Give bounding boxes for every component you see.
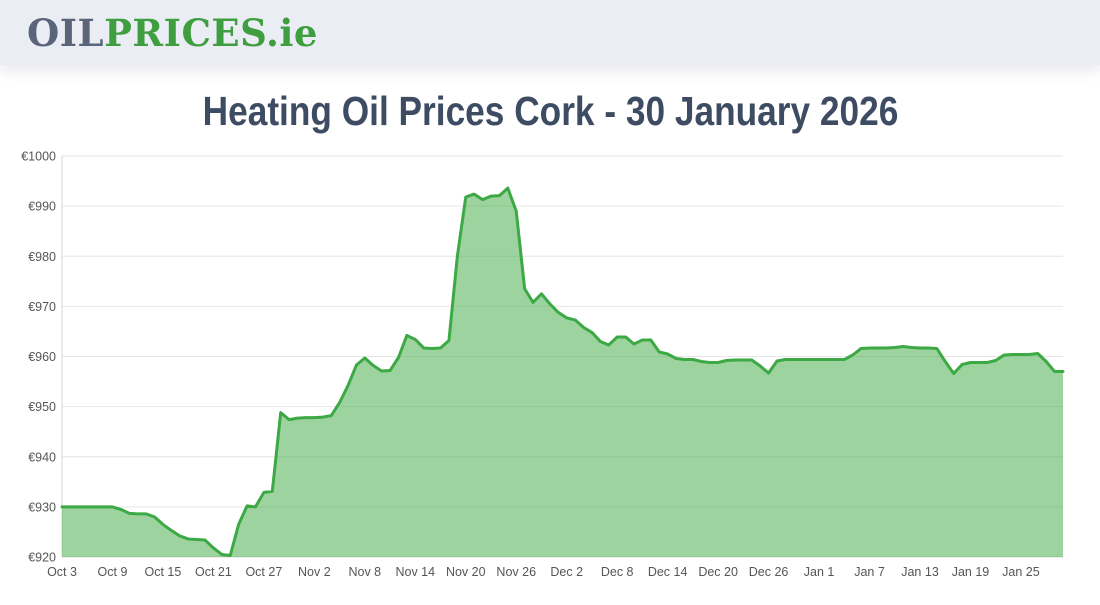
- logo-text-prices: PRICES: [104, 11, 266, 55]
- x-axis-label: Dec 26: [749, 565, 789, 579]
- y-axis-label: €980: [28, 250, 56, 264]
- y-axis-label: €1000: [21, 150, 56, 164]
- x-axis-label: Dec 14: [648, 565, 688, 579]
- y-axis-label: €990: [28, 200, 56, 214]
- x-axis-label: Nov 20: [446, 565, 486, 579]
- x-axis-label: Nov 2: [298, 565, 331, 579]
- x-axis-label: Jan 13: [901, 565, 939, 579]
- x-axis-label: Dec 8: [601, 565, 634, 579]
- site-logo[interactable]: OILPRICES.ie: [27, 0, 318, 65]
- page-title-wrap: Heating Oil Prices Cork - 30 January 202…: [0, 88, 1100, 135]
- x-axis-label: Nov 26: [496, 565, 536, 579]
- x-axis-label: Jan 25: [1002, 565, 1040, 579]
- x-axis-label: Jan 7: [854, 565, 885, 579]
- x-axis-label: Oct 27: [245, 565, 282, 579]
- logo-text-oil: OIL: [27, 11, 105, 55]
- price-area: [62, 188, 1063, 557]
- x-axis-label: Oct 9: [98, 565, 128, 579]
- x-axis-label: Jan 19: [952, 565, 990, 579]
- y-axis-label: €930: [28, 500, 56, 514]
- y-axis-label: €940: [28, 450, 56, 464]
- site-header: OILPRICES.ie: [0, 0, 1100, 65]
- logo-text-ie: .ie: [266, 11, 318, 55]
- y-axis-label: €950: [28, 400, 56, 414]
- x-axis-label: Nov 8: [348, 565, 381, 579]
- x-axis-label: Dec 20: [698, 565, 738, 579]
- x-axis-label: Oct 21: [195, 565, 232, 579]
- x-axis-label: Oct 3: [47, 565, 77, 579]
- y-axis-label: €920: [28, 551, 56, 565]
- x-axis-label: Oct 15: [145, 565, 182, 579]
- y-axis-label: €970: [28, 300, 56, 314]
- x-axis-label: Nov 14: [395, 565, 435, 579]
- x-axis-label: Jan 1: [804, 565, 835, 579]
- y-axis-label: €960: [28, 350, 56, 364]
- price-line: [60, 186, 1065, 557]
- x-axis-label: Dec 2: [550, 565, 583, 579]
- page-title: Heating Oil Prices Cork - 30 January 202…: [202, 88, 898, 134]
